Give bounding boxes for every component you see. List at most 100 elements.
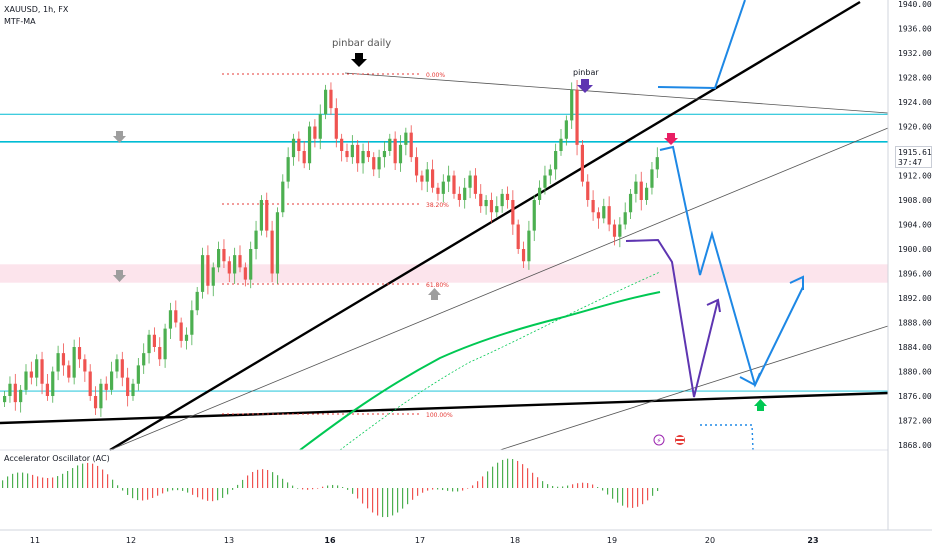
candle-body [302, 151, 306, 164]
event-lightning-icon[interactable] [653, 434, 665, 446]
oscillator-bar [112, 479, 114, 488]
candle-body [254, 230, 258, 249]
candle-body [297, 138, 301, 151]
candle-body [217, 249, 221, 268]
candle-body [152, 334, 156, 347]
candle-body [206, 255, 210, 286]
oscillator-bar [547, 484, 549, 488]
candle-body [104, 383, 108, 390]
indicator-label: MTF-MA [4, 17, 36, 26]
arrow-down-icon [577, 79, 593, 93]
oscillator-bar [247, 475, 249, 488]
price-tick-label: 1940.00 [898, 0, 932, 9]
oscillator-bar [552, 485, 554, 488]
fib-label-38: 38.20% [426, 202, 449, 209]
symbol-title: XAUUSD, 1h, FX [4, 5, 69, 14]
oscillator-bar [232, 488, 234, 490]
oscillator-bar [382, 488, 384, 518]
candle-body [313, 126, 317, 139]
oscillator-bar [97, 465, 99, 488]
price-tick-label: 1920.00 [898, 123, 932, 132]
oscillator-label: Accelerator Oscillator (AC) [4, 454, 110, 463]
candle-body [431, 169, 435, 188]
oscillator-bar [397, 488, 399, 513]
oscillator-bar [322, 486, 324, 488]
time-tick-label: 16 [324, 536, 336, 545]
candle-body [452, 175, 456, 194]
time-axis[interactable]: 11 12 13 16 17 18 19 20 23 [30, 536, 819, 545]
arrow-up-icon [428, 288, 441, 300]
arrow-down-icon [351, 53, 367, 67]
candle-body [548, 169, 552, 176]
moving-average-dotted [339, 271, 661, 451]
candle-body [543, 175, 547, 188]
oscillator-bar [502, 459, 504, 488]
oscillator-bar [457, 488, 459, 492]
oscillator-bar [122, 488, 124, 491]
price-tick-label: 1936.00 [898, 25, 932, 34]
price-axis[interactable]: 1868.00 1872.00 1876.00 1880.00 1884.00 1888.… [898, 0, 932, 450]
candle-body [580, 144, 584, 182]
candle-body [591, 200, 595, 213]
candle-body [409, 132, 413, 158]
projection-arrowhead-blue [789, 275, 804, 290]
time-tick-label: 12 [126, 536, 136, 545]
arrow-up-icon [754, 399, 767, 411]
oscillator-bar [197, 488, 199, 498]
oscillator-bar [202, 488, 204, 500]
candle-body [484, 200, 488, 207]
candle-body [345, 151, 349, 158]
oscillator-bar [617, 488, 619, 503]
oscillator-bar [432, 488, 434, 490]
candle-body [286, 157, 290, 182]
candle-body [473, 175, 477, 194]
candle-body [463, 187, 467, 200]
oscillator-bar [437, 488, 439, 490]
oscillator-bar [222, 488, 224, 498]
event-flag-icon[interactable] [675, 435, 685, 445]
oscillator-bar [327, 485, 329, 488]
fib-label-0: 0.00% [426, 72, 445, 79]
candle-body [639, 181, 643, 200]
oscillator-bar [557, 486, 559, 488]
oscillator-bar [467, 488, 469, 489]
oscillator-bar [307, 488, 309, 490]
oscillator-bar [342, 487, 344, 488]
candle-body [340, 138, 344, 151]
oscillator-bar [242, 479, 244, 488]
oscillator-bar [2, 480, 4, 488]
candle-body [361, 151, 365, 164]
candle-body [532, 200, 536, 231]
candle-body [495, 206, 499, 213]
oscillator-bar [567, 485, 569, 488]
candle-body [222, 249, 226, 262]
candle-body [516, 224, 520, 249]
candle-body [398, 144, 403, 164]
candle-body [211, 267, 215, 286]
candle-body [29, 371, 33, 378]
oscillator-bar [607, 488, 609, 495]
fib-label-100: 100.00% [426, 412, 453, 419]
candle-body [51, 371, 55, 396]
oscillator-bar [377, 488, 379, 516]
candle-body [479, 193, 483, 207]
price-tick-label: 1884.00 [898, 343, 932, 352]
arrow-down-icon [113, 270, 126, 282]
candle-body [521, 249, 526, 262]
oscillator-bar [292, 485, 294, 488]
candle-body [329, 89, 333, 109]
candle-body [200, 255, 205, 292]
price-tick-label: 1912.00 [898, 172, 932, 181]
candle-body [77, 347, 82, 360]
oscillator-bar [72, 468, 74, 488]
oscillator-bar [647, 488, 649, 501]
oscillator-bar [387, 488, 389, 518]
oscillator-bar [472, 485, 474, 488]
candle-body [447, 175, 451, 182]
oscillator-bar [537, 477, 539, 488]
candle-body [67, 365, 71, 378]
candle-body [136, 365, 140, 384]
time-tick-label: 19 [607, 536, 617, 545]
oscillator-bar [577, 483, 579, 488]
